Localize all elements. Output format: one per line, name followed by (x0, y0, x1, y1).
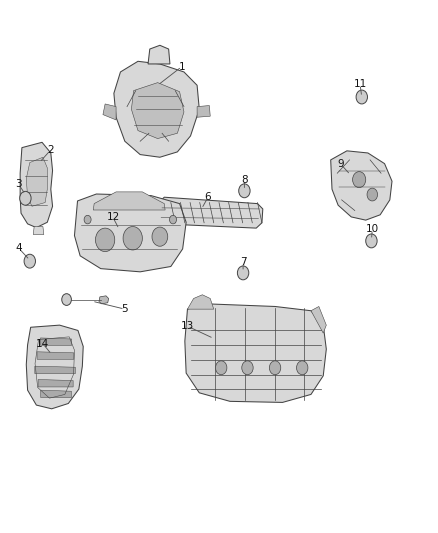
Polygon shape (37, 352, 74, 359)
Circle shape (269, 361, 281, 375)
Circle shape (239, 184, 250, 198)
Circle shape (170, 215, 177, 224)
Text: 5: 5 (121, 304, 128, 314)
Polygon shape (148, 45, 170, 64)
Circle shape (237, 266, 249, 280)
Circle shape (366, 234, 377, 248)
Polygon shape (158, 197, 263, 228)
Polygon shape (114, 61, 199, 157)
Text: 7: 7 (240, 257, 247, 267)
Text: 8: 8 (241, 175, 248, 185)
Circle shape (95, 228, 115, 252)
Circle shape (242, 361, 253, 375)
Polygon shape (35, 366, 75, 374)
Text: 12: 12 (106, 213, 120, 222)
Text: 10: 10 (366, 224, 379, 234)
Circle shape (62, 294, 71, 305)
Polygon shape (74, 194, 186, 272)
Circle shape (84, 215, 91, 224)
Text: 1: 1 (178, 62, 185, 71)
Polygon shape (40, 338, 71, 345)
Text: 13: 13 (181, 321, 194, 331)
Circle shape (215, 361, 227, 375)
Polygon shape (41, 390, 71, 398)
Polygon shape (26, 325, 83, 409)
Polygon shape (103, 104, 116, 120)
Text: 9: 9 (337, 159, 344, 169)
Text: 4: 4 (15, 243, 22, 253)
Polygon shape (187, 295, 214, 309)
Polygon shape (93, 192, 165, 210)
Circle shape (20, 191, 31, 205)
Circle shape (152, 227, 168, 246)
Circle shape (356, 90, 367, 104)
Circle shape (24, 254, 35, 268)
Polygon shape (20, 142, 53, 228)
Circle shape (123, 227, 142, 250)
Text: 6: 6 (205, 192, 212, 202)
Polygon shape (311, 306, 326, 333)
Polygon shape (331, 151, 392, 220)
Polygon shape (185, 304, 326, 402)
Polygon shape (38, 379, 73, 387)
Polygon shape (99, 296, 109, 304)
Text: 11: 11 (353, 79, 367, 89)
Circle shape (297, 361, 308, 375)
Text: 2: 2 (47, 146, 54, 155)
Text: 14: 14 (36, 339, 49, 349)
Circle shape (367, 188, 378, 201)
Circle shape (353, 172, 366, 188)
Polygon shape (131, 83, 184, 139)
Polygon shape (197, 106, 210, 117)
Polygon shape (26, 157, 47, 206)
Polygon shape (33, 227, 44, 235)
Text: 3: 3 (15, 179, 22, 189)
